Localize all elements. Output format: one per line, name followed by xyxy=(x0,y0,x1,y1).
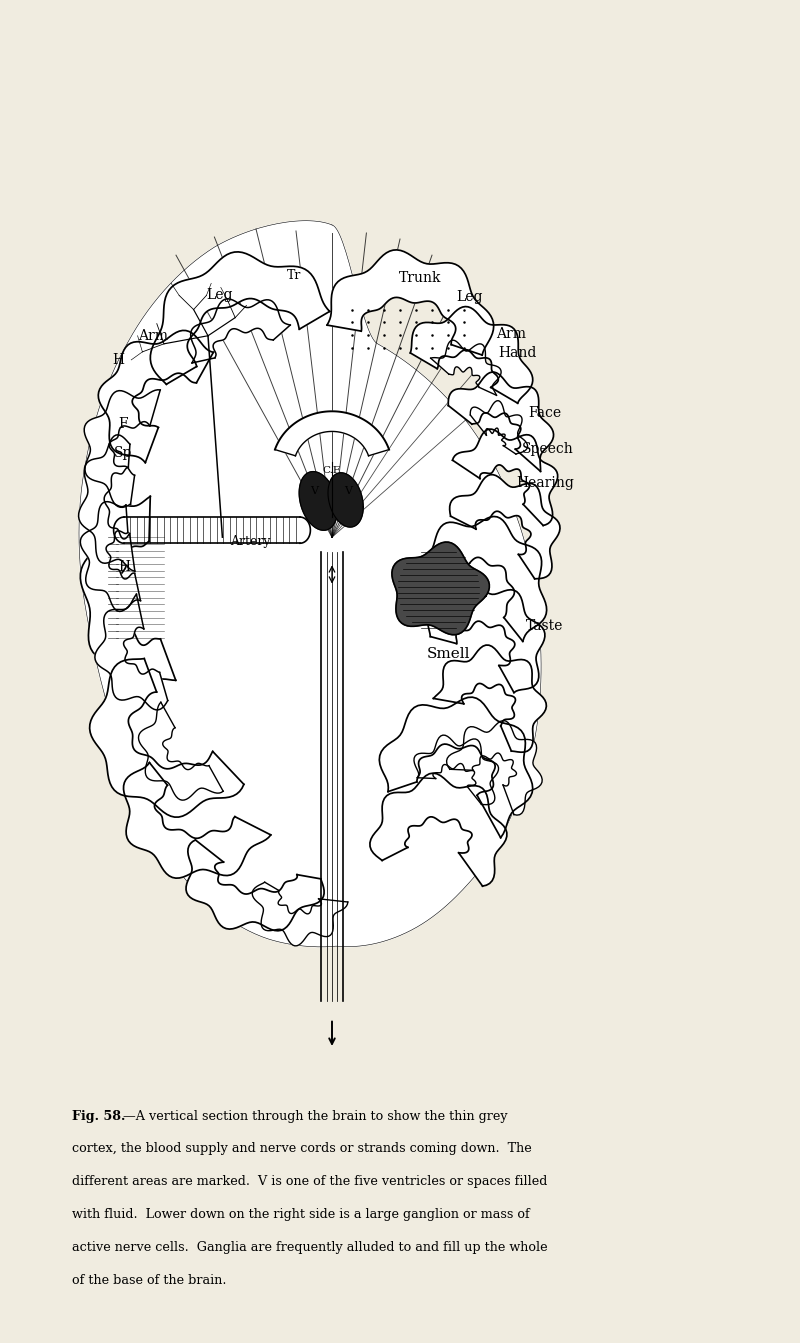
Text: Hearing: Hearing xyxy=(516,475,574,490)
Polygon shape xyxy=(446,721,542,815)
Polygon shape xyxy=(470,400,527,454)
Text: Sp: Sp xyxy=(114,446,132,459)
Polygon shape xyxy=(327,250,494,355)
Polygon shape xyxy=(186,839,324,931)
Polygon shape xyxy=(275,411,389,455)
Polygon shape xyxy=(252,882,348,945)
Text: Face: Face xyxy=(528,407,561,420)
Polygon shape xyxy=(123,763,270,878)
Text: Trunk: Trunk xyxy=(398,271,441,285)
Polygon shape xyxy=(80,502,141,611)
Text: V: V xyxy=(310,486,318,496)
Text: Fig. 58.: Fig. 58. xyxy=(72,1109,126,1123)
Polygon shape xyxy=(414,735,498,804)
Polygon shape xyxy=(428,583,545,693)
Polygon shape xyxy=(150,252,330,384)
Text: Arm: Arm xyxy=(138,329,168,342)
Text: —A vertical section through the brain to show the thin grey: —A vertical section through the brain to… xyxy=(123,1109,508,1123)
Polygon shape xyxy=(453,430,558,525)
Text: H: H xyxy=(112,353,124,367)
Polygon shape xyxy=(299,471,338,530)
Text: C.F.: C.F. xyxy=(322,466,342,475)
Polygon shape xyxy=(95,594,168,710)
Text: Leg: Leg xyxy=(456,290,482,305)
Text: Smell: Smell xyxy=(426,647,470,661)
Polygon shape xyxy=(84,389,160,508)
Polygon shape xyxy=(434,645,546,752)
Polygon shape xyxy=(410,306,533,403)
Text: Tr: Tr xyxy=(287,269,302,282)
Text: with fluid.  Lower down on the right side is a large ganglion or mass of: with fluid. Lower down on the right side… xyxy=(72,1209,530,1221)
Polygon shape xyxy=(410,517,546,642)
Text: H: H xyxy=(118,560,130,575)
Text: Artery: Artery xyxy=(230,535,271,548)
Text: different areas are marked.  V is one of the five ventricles or spaces filled: different areas are marked. V is one of … xyxy=(72,1175,547,1189)
Polygon shape xyxy=(79,220,541,947)
Text: Arm: Arm xyxy=(496,326,526,341)
Polygon shape xyxy=(98,330,214,462)
Text: F: F xyxy=(118,418,128,431)
Polygon shape xyxy=(392,543,490,635)
Text: cortex, the blood supply and nerve cords or strands coming down.  The: cortex, the blood supply and nerve cords… xyxy=(72,1143,532,1155)
Text: Taste: Taste xyxy=(526,619,563,633)
Polygon shape xyxy=(78,435,135,571)
Polygon shape xyxy=(448,372,554,471)
Text: Speech: Speech xyxy=(522,442,574,455)
Polygon shape xyxy=(430,340,501,395)
Polygon shape xyxy=(370,774,507,886)
Text: V: V xyxy=(344,486,352,496)
Text: Hand: Hand xyxy=(498,346,537,360)
Text: active nerve cells.  Ganglia are frequently alluded to and fill up the whole: active nerve cells. Ganglia are frequent… xyxy=(72,1241,548,1254)
Polygon shape xyxy=(90,658,244,817)
Text: Leg: Leg xyxy=(206,289,233,302)
Polygon shape xyxy=(450,474,560,579)
Polygon shape xyxy=(190,299,290,363)
Polygon shape xyxy=(80,497,176,692)
Text: of the base of the brain.: of the base of the brain. xyxy=(72,1275,226,1287)
Polygon shape xyxy=(379,697,533,838)
Polygon shape xyxy=(328,473,363,526)
Polygon shape xyxy=(138,702,223,800)
